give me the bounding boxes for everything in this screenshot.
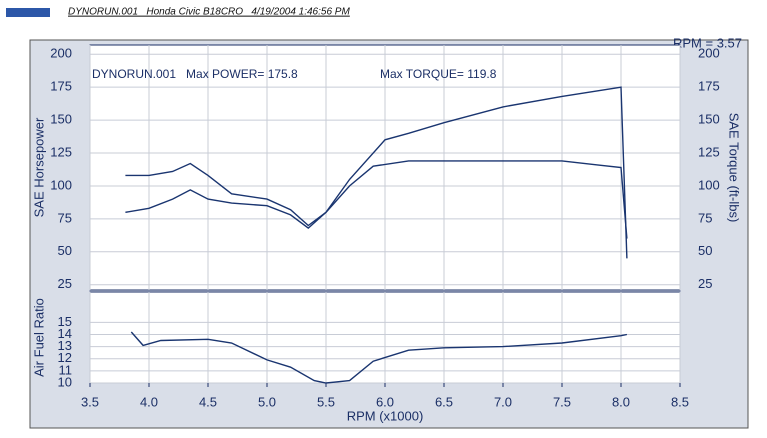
rpm-readout: RPM = 3.57 xyxy=(673,35,742,50)
x-tick-label: 4.5 xyxy=(199,394,217,409)
y-tick-label: 13 xyxy=(58,338,72,353)
y-tick-label: 50 xyxy=(58,243,72,258)
x-tick-label: 6.5 xyxy=(435,394,453,409)
x-tick-label: 3.5 xyxy=(81,394,99,409)
y-tick-label: 75 xyxy=(58,210,72,225)
x-tick-label: 5.0 xyxy=(258,394,276,409)
annotation: Max TORQUE= 119.8 xyxy=(380,67,497,81)
x-tick-label: 7.5 xyxy=(553,394,571,409)
y-tick-label: 200 xyxy=(50,46,72,61)
y-tick-label: 100 xyxy=(50,177,72,192)
x-tick-label: 8.5 xyxy=(671,394,689,409)
y2-tick-label: 200 xyxy=(698,46,720,61)
data-line xyxy=(130,331,628,384)
x-tick-label: 8.0 xyxy=(612,394,630,409)
y-axis-label: SAE Horsepower xyxy=(31,117,46,217)
y-tick-label: 25 xyxy=(58,276,72,291)
y-tick-label: 10 xyxy=(58,374,72,389)
y2-axis-label: SAE Torque (ft-lbs) xyxy=(727,113,742,223)
x-axis-label: RPM (x1000) xyxy=(347,408,424,423)
data-line xyxy=(125,160,628,239)
y-tick-label: 150 xyxy=(50,112,72,127)
x-tick-label: 6.0 xyxy=(376,394,394,409)
y2-tick-label: 100 xyxy=(698,177,720,192)
y2-tick-label: 175 xyxy=(698,79,720,94)
data-line xyxy=(125,86,628,259)
x-tick-label: 4.0 xyxy=(140,394,158,409)
y-axis-label: Air Fuel Ratio xyxy=(31,298,46,377)
y2-tick-label: 150 xyxy=(698,112,720,127)
x-tick-label: 7.0 xyxy=(494,394,512,409)
y-tick-label: 11 xyxy=(59,362,73,377)
annotation: DYNORUN.001 Max POWER= 175.8 xyxy=(92,67,298,81)
y2-tick-label: 25 xyxy=(698,276,712,291)
y2-tick-label: 75 xyxy=(698,210,712,225)
y-tick-label: 125 xyxy=(50,144,72,159)
header-marker xyxy=(6,8,50,17)
y2-tick-label: 50 xyxy=(698,243,712,258)
y-tick-label: 14 xyxy=(58,326,72,341)
run-header: DYNORUN.001 Honda Civic B18CRO 4/19/2004… xyxy=(68,7,350,18)
y-tick-label: 12 xyxy=(58,350,72,365)
x-tick-label: 5.5 xyxy=(317,394,335,409)
y-tick-label: 15 xyxy=(58,314,72,329)
y-tick-label: 175 xyxy=(50,79,72,94)
y2-tick-label: 125 xyxy=(698,144,720,159)
